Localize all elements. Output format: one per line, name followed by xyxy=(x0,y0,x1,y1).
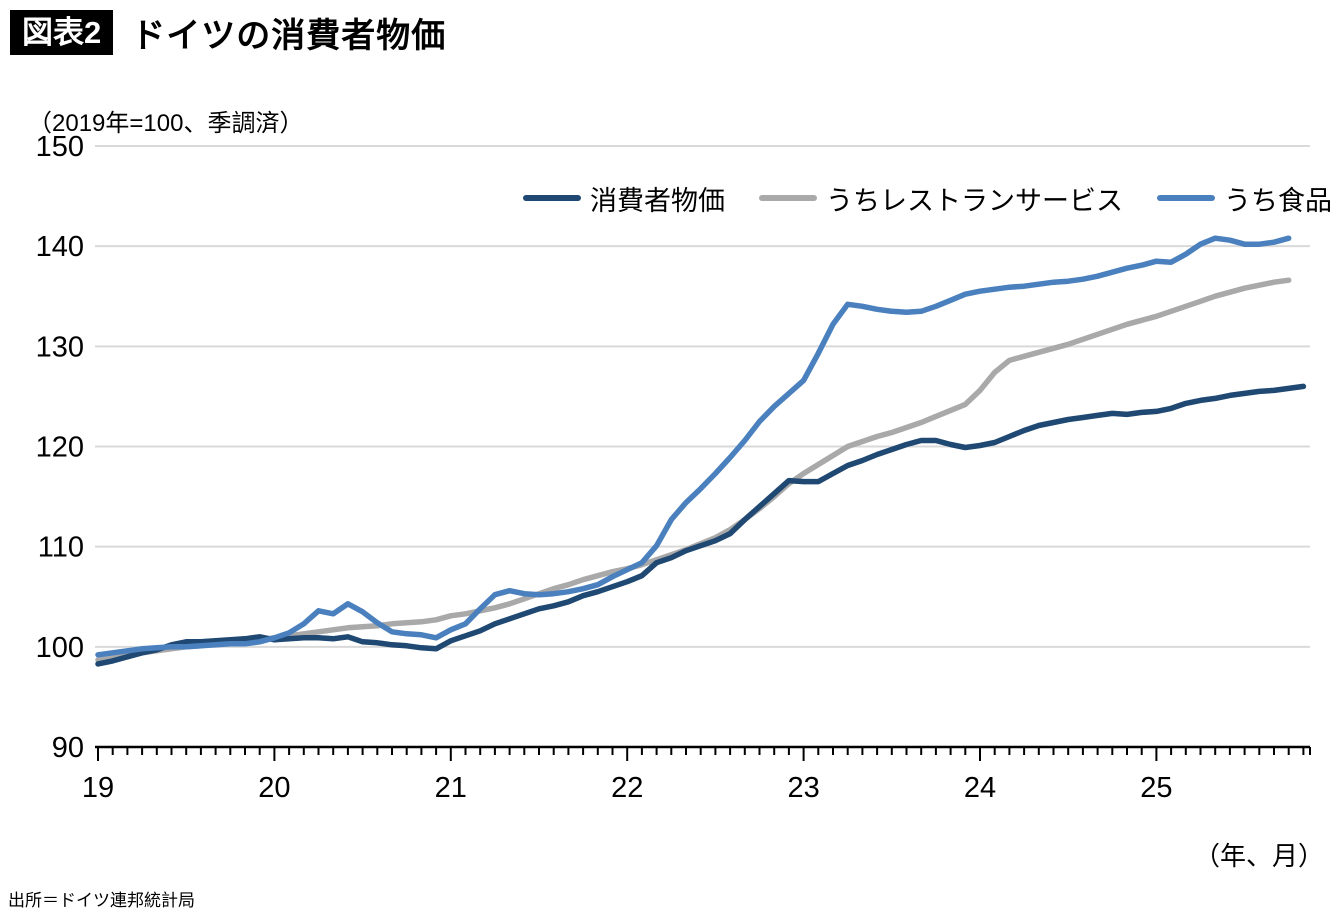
y-tick-label-100: 100 xyxy=(36,632,84,664)
series-line-0 xyxy=(95,383,1307,667)
legend-label-restaurant: うちレストランサービス xyxy=(826,185,1123,216)
x-tick-label-22: 22 xyxy=(611,772,643,804)
figure-header: 図表2 ドイツの消費者物価 xyxy=(10,8,446,57)
legend-swatch-cpi xyxy=(523,195,581,201)
series-line-1 xyxy=(95,277,1292,663)
x-axis-unit-label: （年、月） xyxy=(1193,841,1324,871)
figure-number-badge: 図表2 xyxy=(10,9,114,56)
legend-label-food: うち食品 xyxy=(1224,185,1332,216)
x-tick-label-24: 24 xyxy=(964,772,996,804)
page-title: ドイツの消費者物価 xyxy=(131,17,447,55)
x-tick-label-19: 19 xyxy=(82,772,114,804)
y-tick-label-150: 150 xyxy=(36,131,84,163)
legend-label-cpi: 消費者物価 xyxy=(590,185,725,216)
y-tick-label-110: 110 xyxy=(38,532,84,564)
x-tick-label-20: 20 xyxy=(258,772,290,804)
y-tick-label-140: 140 xyxy=(36,231,84,263)
source-note: 出所＝ドイツ連邦統計局 xyxy=(8,891,195,910)
x-tick-label-25: 25 xyxy=(1140,772,1172,804)
chart-legend: 消費者物価 うちレストランサービス うち食品 xyxy=(523,180,1332,216)
legend-item-restaurant: うちレストランサービス xyxy=(759,179,1123,218)
y-tick-label-90: 90 xyxy=(52,732,84,764)
chart-unit-note: （2019年=100、季調済） xyxy=(28,110,304,137)
x-tick-label-23: 23 xyxy=(787,772,819,804)
legend-swatch-restaurant xyxy=(759,195,817,201)
y-tick-label-120: 120 xyxy=(36,431,84,463)
y-tick-label-130: 130 xyxy=(36,331,84,363)
legend-item-food: うち食品 xyxy=(1157,179,1332,218)
x-tick-label-21: 21 xyxy=(435,772,467,804)
legend-swatch-food xyxy=(1157,195,1215,201)
series-line-2 xyxy=(95,235,1292,658)
legend-item-cpi: 消費者物価 xyxy=(523,179,725,218)
